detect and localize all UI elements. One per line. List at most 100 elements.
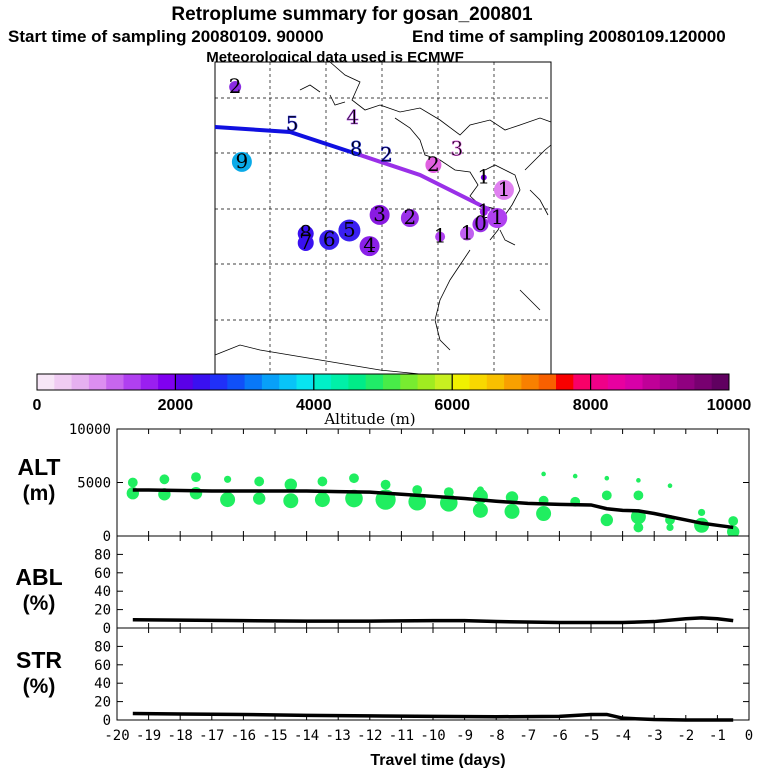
plume-cluster-dot — [435, 231, 446, 242]
colorbar-swatch — [313, 374, 332, 390]
panel-frame — [116, 428, 750, 537]
y-tick-label: 80 — [94, 639, 111, 655]
figure-title: Retroplume summary for gosan_200801 — [171, 4, 533, 25]
x-tick-label: -1 — [709, 728, 726, 744]
end-time-label: End time of sampling 20080109.120000 — [412, 27, 726, 46]
x-tick-label: -4 — [614, 728, 631, 744]
x-tick-label: -6 — [551, 728, 568, 744]
plume-cluster-label: 6 — [323, 227, 336, 251]
y-tick-label: 5000 — [77, 476, 111, 492]
alt-scatter-point — [224, 475, 232, 483]
plume-cluster-label: 4 — [346, 105, 359, 129]
colorbar-swatch — [659, 374, 678, 390]
x-tick-label: -5 — [583, 728, 600, 744]
x-tick-label: -20 — [104, 728, 129, 744]
plume-cluster-dot — [493, 179, 514, 200]
x-tick-label: 0 — [745, 728, 753, 744]
x-tick-label: -3 — [646, 728, 663, 744]
y-tick-label: 0 — [103, 621, 111, 637]
colorbar-swatch — [88, 374, 107, 390]
colorbar-swatch — [538, 374, 557, 390]
colorbar-swatch — [486, 374, 505, 390]
alt-scatter-point — [633, 522, 644, 533]
alt-scatter-point — [728, 516, 739, 526]
plume-cluster-label: 2 — [229, 74, 242, 98]
alt-scatter-point — [253, 492, 266, 505]
colorbar-swatch — [556, 374, 574, 390]
colorbar-swatch — [210, 374, 228, 390]
colorbar-swatch — [469, 374, 488, 390]
colorbar-swatch — [227, 374, 246, 390]
colorbar-tick-label: 2000 — [158, 397, 194, 414]
x-tick-label: -9 — [456, 728, 473, 744]
abl-line — [132, 616, 734, 625]
plume-cluster-dot — [338, 219, 361, 242]
alt-scatter-point — [189, 487, 203, 500]
x-tick-label: -19 — [136, 728, 161, 744]
colorbar-swatch — [296, 374, 315, 390]
alt-scatter-point — [349, 473, 359, 484]
x-tick-label: -13 — [326, 728, 351, 744]
plume-cluster-dot — [231, 151, 252, 172]
plume-path-purple — [359, 153, 491, 212]
colorbar-swatch — [158, 374, 176, 390]
colorbar-swatch — [106, 374, 124, 390]
colorbar-tick-label: 4000 — [296, 397, 332, 414]
map-coastlines — [214, 61, 552, 375]
alt-scatter-point — [536, 506, 552, 522]
alt-scatter-point — [254, 476, 265, 487]
x-tick-label: -14 — [294, 728, 319, 744]
colorbar-swatch — [279, 374, 297, 390]
colorbar-swatch — [400, 374, 419, 390]
alt-scatter-point — [220, 492, 236, 508]
x-tick-label: -7 — [519, 728, 536, 744]
alt-scatter-point — [127, 477, 138, 488]
alt-scatter-point — [380, 479, 391, 490]
colorbar-swatch — [607, 374, 626, 390]
colorbar-swatch — [54, 374, 73, 390]
str-line — [132, 711, 734, 722]
plume-cluster-label: 5 — [286, 111, 299, 135]
alt-scatter-point — [284, 478, 297, 491]
alt-median-line — [132, 488, 734, 530]
colorbar-swatch — [504, 374, 522, 390]
x-tick-label: -15 — [262, 728, 287, 744]
colorbar-swatch — [521, 374, 540, 390]
colorbar-swatch — [694, 374, 713, 390]
y-tick-label: 40 — [94, 584, 111, 600]
alt-scatter-point — [600, 513, 613, 527]
colorbar-swatch — [331, 374, 349, 390]
plume-cluster-dot — [425, 156, 442, 173]
plume-cluster-label: 9 — [236, 149, 249, 173]
colorbar-swatch — [573, 374, 592, 390]
plume-cluster-dot — [460, 226, 474, 241]
plume-cluster-dot — [369, 204, 390, 225]
colorbar-tick-label: 6000 — [434, 397, 470, 414]
colorbar-swatch — [590, 374, 609, 390]
colorbar-swatch — [677, 374, 695, 390]
alt-scatter-point — [666, 523, 674, 532]
colorbar-swatch — [37, 374, 55, 390]
x-axis-label: Travel time (days) — [370, 752, 505, 768]
plume-cluster-dot — [229, 80, 242, 93]
alt-scatter-point — [667, 483, 673, 489]
plume-cluster-dot — [480, 174, 487, 181]
y-tick-label: 10000 — [69, 422, 111, 438]
alt-scatter-point — [191, 472, 201, 483]
y-tick-label: 80 — [94, 547, 111, 563]
colorbar-frame — [36, 373, 730, 391]
colorbar-swatch — [711, 374, 730, 390]
abl-ylabel-unit: (%) — [23, 592, 56, 615]
plume-path-blue — [214, 125, 361, 157]
colorbar-swatch — [140, 374, 159, 390]
plume-cluster-label: 2 — [404, 205, 417, 229]
alt-scatter-point — [412, 485, 423, 495]
plume-centroid-path — [214, 125, 491, 212]
colorbar-tick-label: 10000 — [707, 397, 752, 414]
x-tick-label: -17 — [199, 728, 224, 744]
colorbar-swatch — [452, 374, 470, 390]
alt-scatter-point — [345, 489, 363, 508]
abl-ylabel-top: ABL — [15, 564, 62, 590]
